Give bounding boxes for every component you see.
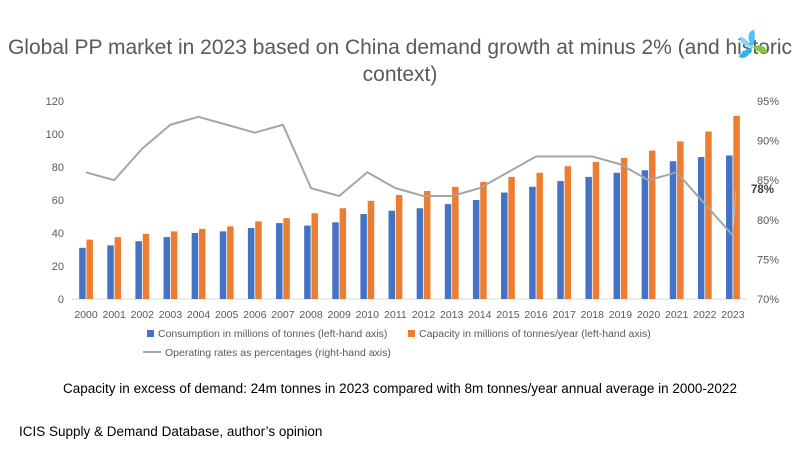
x-axis-tick-label: 2021 [665, 309, 689, 321]
capacity-bar [367, 200, 375, 299]
capacity-bar [592, 162, 600, 299]
x-axis-tick-label: 2016 [524, 309, 548, 321]
right-axis-tick-label: 95% [757, 96, 779, 108]
x-axis-tick-label: 2011 [384, 309, 407, 321]
capacity-bar [255, 221, 262, 299]
capacity-bar [452, 186, 459, 299]
x-axis-tick-label: 2007 [271, 309, 295, 321]
consumption-bar [501, 192, 508, 299]
x-axis-tick-label: 2010 [356, 309, 380, 321]
capacity-bar [423, 190, 431, 299]
chart-title: Global PP market in 2023 based on China … [7, 36, 793, 86]
capacity-bar [705, 131, 712, 299]
x-axis-tick-label: 2000 [74, 309, 98, 321]
operating-rate-annotation: 78% [751, 184, 774, 196]
pinwheel-logo-icon [738, 29, 768, 58]
consumption-bar [726, 155, 733, 299]
consumption-bar [247, 228, 255, 299]
legend-label: Consumption in millions of tonnes (left-… [158, 328, 387, 340]
x-axis-tick-label: 2013 [440, 309, 464, 321]
x-axis-tick-label: 2009 [328, 309, 352, 321]
capacity-bar [564, 166, 572, 299]
capacity-bar [227, 226, 234, 299]
legend-label: Capacity in millions of tonnes/year (lef… [419, 328, 651, 340]
left-axis-tick-label: 20 [52, 261, 64, 273]
capacity-bar [339, 208, 347, 299]
legend-label: Operating rates as percentages (right-ha… [165, 347, 391, 359]
consumption-bar [191, 233, 199, 299]
legend-swatch [408, 330, 415, 337]
capacity-bar [480, 181, 487, 299]
right-axis-tick-label: 70% [757, 294, 779, 306]
capacity-bar [733, 115, 740, 299]
consumption-bar [332, 222, 339, 299]
legend-swatch [147, 330, 154, 337]
consumption-bar [444, 204, 452, 299]
right-axis-tick-label: 75% [757, 254, 779, 266]
x-axis-tick-label: 2015 [496, 309, 520, 321]
right-axis-tick-label: 90% [757, 136, 779, 148]
x-axis-tick-label: 2005 [215, 309, 239, 321]
right-axis-tick-label: 80% [757, 215, 779, 227]
consumption-bar [79, 247, 86, 299]
consumption-bar [388, 210, 396, 299]
x-axis-tick-label: 2023 [721, 309, 745, 321]
chart-area: 0 20 40 60 80 100 120 70% 75% 80% 85% 90% 95% 2000 200… [46, 96, 780, 359]
consumption-bar [416, 208, 424, 299]
consumption-bar [613, 172, 621, 299]
x-axis-tick-label: 2017 [553, 309, 577, 321]
capacity-bar [283, 218, 290, 299]
consumption-bar [641, 170, 649, 299]
consumption-bar [669, 161, 677, 299]
x-axis-tick-label: 2006 [243, 309, 267, 321]
capacity-bar [198, 228, 206, 299]
capacity-bar [142, 233, 150, 299]
left-axis-tick-label: 120 [46, 96, 64, 108]
consumption-bar [219, 231, 227, 299]
chart-caption: Capacity in excess of demand: 24m tonnes… [63, 381, 737, 396]
consumption-bar [163, 237, 171, 299]
consumption-bar [557, 181, 564, 299]
consumption-bar [585, 176, 592, 299]
consumption-bar [135, 241, 142, 299]
capacity-bar [86, 239, 93, 299]
capacity-bar [395, 195, 403, 299]
capacity-bar [114, 237, 122, 299]
x-axis-tick-label: 2012 [412, 309, 436, 321]
left-axis-tick-label: 40 [52, 228, 64, 240]
consumption-bar [304, 225, 311, 299]
consumption-bar [697, 157, 705, 299]
source-note: ICIS Supply & Demand Database, author’s … [19, 424, 323, 439]
x-axis-tick-label: 2004 [187, 309, 211, 321]
x-axis-tick-label: 2008 [299, 309, 323, 321]
operating-rate-line [85, 115, 734, 237]
consumption-bar [472, 200, 480, 299]
x-axis-tick-label: 2003 [159, 309, 183, 321]
left-axis-tick-label: 60 [52, 195, 64, 207]
capacity-bar [536, 172, 543, 299]
x-axis-tick-label: 2020 [637, 309, 661, 321]
annotation-leader-line [732, 189, 737, 234]
x-axis-tick-label: 2019 [609, 309, 633, 321]
x-axis-tick-label: 2002 [131, 309, 155, 321]
x-axis-tick-label: 2014 [468, 309, 492, 321]
capacity-bar [677, 141, 684, 299]
capacity-bar [311, 213, 318, 299]
left-axis-tick-label: 100 [46, 129, 64, 141]
right-axis-tick-label: 85% [757, 175, 779, 187]
capacity-bar [648, 150, 656, 299]
left-axis-tick-label: 80 [52, 162, 64, 174]
left-axis-tick-label: 0 [58, 294, 64, 306]
x-axis-tick-label: 2018 [581, 309, 605, 321]
x-axis-tick-label: 2022 [693, 309, 717, 321]
x-axis-tick-label: 2001 [103, 309, 127, 321]
consumption-bar [276, 223, 283, 299]
capacity-bar [508, 176, 515, 299]
capacity-bar [170, 231, 178, 299]
capacity-bar [620, 157, 628, 299]
consumption-bar [360, 214, 367, 299]
consumption-bar [529, 186, 536, 299]
consumption-bar [107, 245, 114, 299]
